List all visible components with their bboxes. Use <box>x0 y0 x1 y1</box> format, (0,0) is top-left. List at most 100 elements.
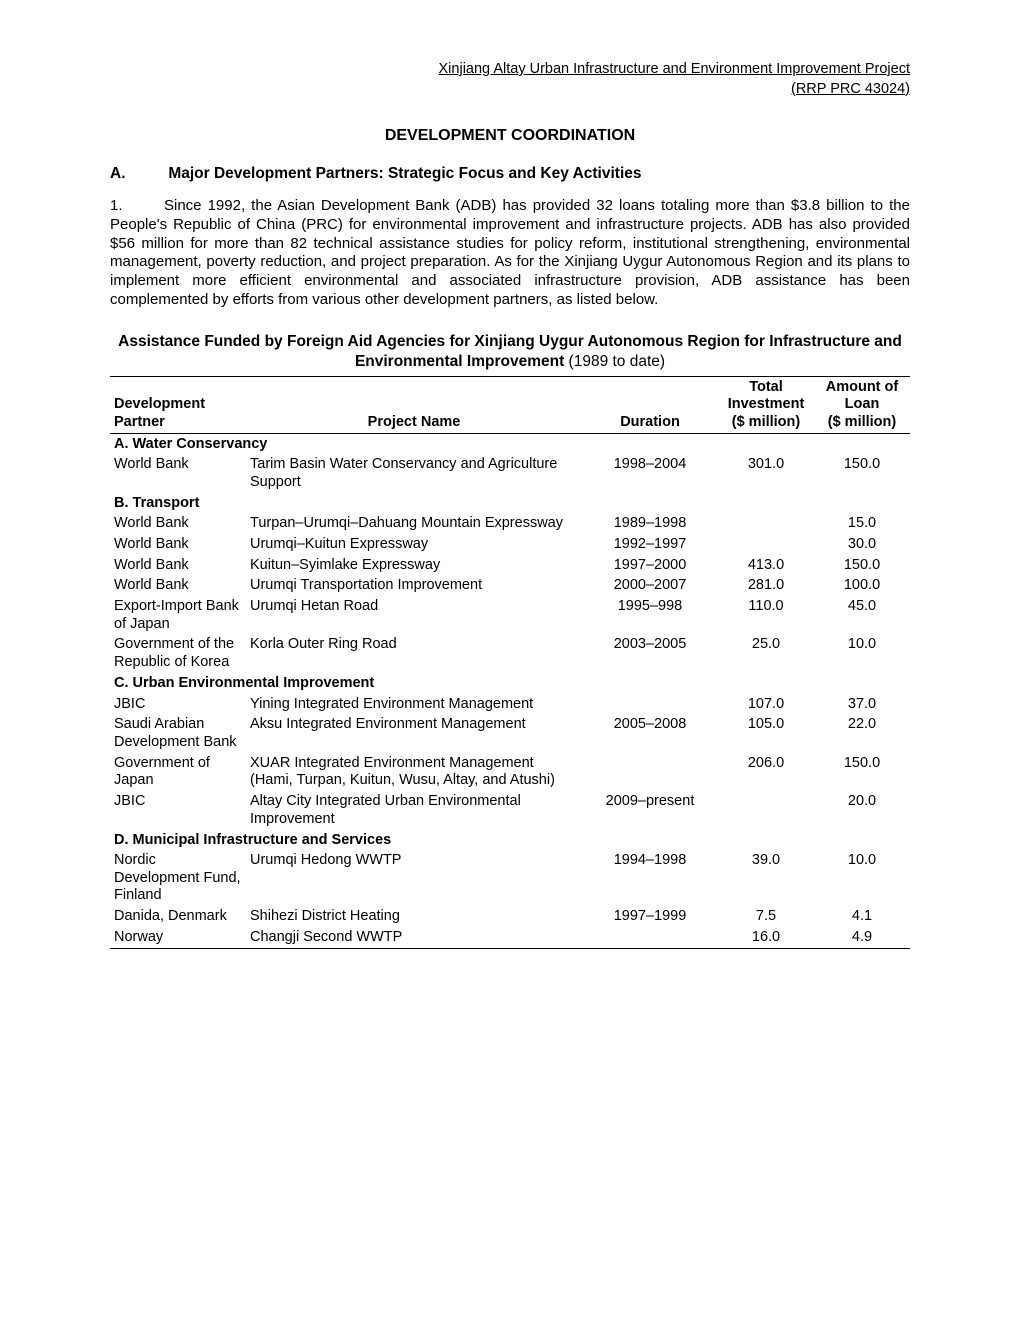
cell-project: Changji Second WWTP <box>246 927 582 948</box>
cell-investment <box>718 514 814 535</box>
cell-project: Turpan–Urumqi–Dahuang Mountain Expresswa… <box>246 514 582 535</box>
cell-investment: 16.0 <box>718 927 814 948</box>
category-label: C. Urban Environmental Improvement <box>110 673 910 694</box>
cell-partner: Export-Import Bank of Japan <box>110 597 246 635</box>
table-row: World BankUrumqi–Kuitun Expressway1992–1… <box>110 535 910 556</box>
cell-duration: 1997–1999 <box>582 907 718 928</box>
table-body: A. Water ConservancyWorld BankTarim Basi… <box>110 434 910 949</box>
th-partner: DevelopmentPartner <box>110 376 246 433</box>
cell-partner: Government of Japan <box>110 753 246 791</box>
table-row: Government of the Republic of KoreaKorla… <box>110 635 910 673</box>
cell-partner: JBIC <box>110 791 246 829</box>
cell-investment: 413.0 <box>718 555 814 576</box>
cell-project: Yining Integrated Environment Management <box>246 694 582 715</box>
th-loan: Amount ofLoan($ million) <box>814 376 910 433</box>
cell-loan: 150.0 <box>814 753 910 791</box>
cell-duration: 1989–1998 <box>582 514 718 535</box>
table-title-tail: (1989 to date) <box>564 353 665 370</box>
page-title: DEVELOPMENT COORDINATION <box>110 127 910 145</box>
cell-duration: 1997–2000 <box>582 555 718 576</box>
section-heading-text: Major Development Partners: Strategic Fo… <box>168 165 641 182</box>
cell-investment: 7.5 <box>718 907 814 928</box>
cell-investment: 281.0 <box>718 576 814 597</box>
table-row: Saudi Arabian Development BankAksu Integ… <box>110 715 910 753</box>
cell-partner: JBIC <box>110 694 246 715</box>
cell-partner: Danida, Denmark <box>110 907 246 928</box>
cell-duration <box>582 753 718 791</box>
cell-project: Aksu Integrated Environment Management <box>246 715 582 753</box>
cell-project: Shihezi District Heating <box>246 907 582 928</box>
para-text: Since 1992, the Asian Development Bank (… <box>110 197 910 308</box>
table-row: JBICAltay City Integrated Urban Environm… <box>110 791 910 829</box>
cell-loan: 30.0 <box>814 535 910 556</box>
cell-duration: 2009–present <box>582 791 718 829</box>
section-a-heading: A. Major Development Partners: Strategic… <box>110 165 910 183</box>
cell-project: Tarim Basin Water Conservancy and Agricu… <box>246 455 582 493</box>
cell-investment: 39.0 <box>718 851 814 907</box>
cell-partner: Saudi Arabian Development Bank <box>110 715 246 753</box>
table-title-bold: Assistance Funded by Foreign Aid Agencie… <box>118 333 902 370</box>
cell-loan: 37.0 <box>814 694 910 715</box>
cell-duration: 2003–2005 <box>582 635 718 673</box>
cell-duration <box>582 927 718 948</box>
table-row: JBICYining Integrated Environment Manage… <box>110 694 910 715</box>
cell-loan: 100.0 <box>814 576 910 597</box>
assistance-table: DevelopmentPartner Project Name Duration… <box>110 376 910 949</box>
cell-loan: 15.0 <box>814 514 910 535</box>
cell-project: Korla Outer Ring Road <box>246 635 582 673</box>
cell-partner: World Bank <box>110 514 246 535</box>
table-row: Government of JapanXUAR Integrated Envir… <box>110 753 910 791</box>
cell-duration: 1995–998 <box>582 597 718 635</box>
cell-investment: 110.0 <box>718 597 814 635</box>
cell-duration: 1992–1997 <box>582 535 718 556</box>
cell-partner: Government of the Republic of Korea <box>110 635 246 673</box>
table-title: Assistance Funded by Foreign Aid Agencie… <box>110 332 910 372</box>
cell-duration: 1998–2004 <box>582 455 718 493</box>
cell-duration <box>582 694 718 715</box>
table-category-row: C. Urban Environmental Improvement <box>110 673 910 694</box>
table-row: Export-Import Bank of JapanUrumqi Hetan … <box>110 597 910 635</box>
cell-investment: 206.0 <box>718 753 814 791</box>
cell-investment <box>718 535 814 556</box>
th-project: Project Name <box>246 376 582 433</box>
cell-loan: 4.9 <box>814 927 910 948</box>
cell-loan: 45.0 <box>814 597 910 635</box>
table-header-row: DevelopmentPartner Project Name Duration… <box>110 376 910 433</box>
table-row: World BankTarim Basin Water Conservancy … <box>110 455 910 493</box>
th-invest: TotalInvestment($ million) <box>718 376 814 433</box>
table-row: NorwayChangji Second WWTP 16.04.9 <box>110 927 910 948</box>
cell-project: Kuitun–Syimlake Expressway <box>246 555 582 576</box>
cell-loan: 150.0 <box>814 455 910 493</box>
cell-project: Urumqi Transportation Improvement <box>246 576 582 597</box>
category-label: B. Transport <box>110 493 910 514</box>
table-row: Danida, DenmarkShihezi District Heating1… <box>110 907 910 928</box>
cell-partner: World Bank <box>110 535 246 556</box>
paragraph-1: 1.Since 1992, the Asian Development Bank… <box>110 197 910 310</box>
cell-project: Urumqi–Kuitun Expressway <box>246 535 582 556</box>
cell-investment: 107.0 <box>718 694 814 715</box>
cell-investment: 25.0 <box>718 635 814 673</box>
cell-loan: 22.0 <box>814 715 910 753</box>
cell-project: XUAR Integrated Environment Management (… <box>246 753 582 791</box>
cell-partner: World Bank <box>110 555 246 576</box>
table-row: World BankTurpan–Urumqi–Dahuang Mountain… <box>110 514 910 535</box>
table-category-row: B. Transport <box>110 493 910 514</box>
cell-investment: 301.0 <box>718 455 814 493</box>
cell-loan: 4.1 <box>814 907 910 928</box>
th-duration: Duration <box>582 376 718 433</box>
table-row: World BankKuitun–Syimlake Expressway1997… <box>110 555 910 576</box>
section-letter: A. <box>110 165 164 183</box>
cell-loan: 20.0 <box>814 791 910 829</box>
header-project-link[interactable]: Xinjiang Altay Urban Infrastructure and … <box>110 60 910 99</box>
cell-partner: Norway <box>110 927 246 948</box>
category-label: D. Municipal Infrastructure and Services <box>110 830 910 851</box>
category-label: A. Water Conservancy <box>110 434 910 455</box>
table-row: World BankUrumqi Transportation Improvem… <box>110 576 910 597</box>
cell-duration: 2005–2008 <box>582 715 718 753</box>
table-row: Nordic Development Fund, FinlandUrumqi H… <box>110 851 910 907</box>
cell-partner: World Bank <box>110 576 246 597</box>
cell-loan: 10.0 <box>814 851 910 907</box>
cell-duration: 2000–2007 <box>582 576 718 597</box>
cell-partner: Nordic Development Fund, Finland <box>110 851 246 907</box>
cell-investment: 105.0 <box>718 715 814 753</box>
